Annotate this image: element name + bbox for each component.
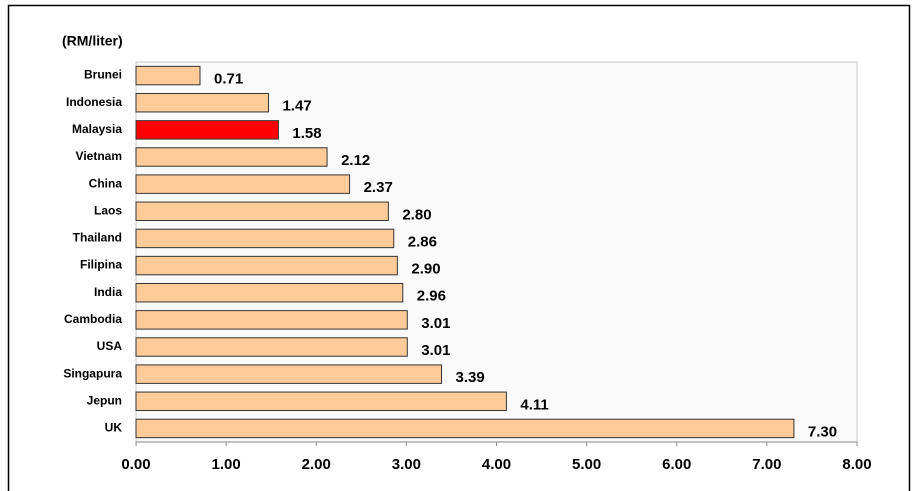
data-label: 4.11: [520, 396, 548, 413]
data-label: 2.37: [364, 179, 393, 196]
unit-label: (RM/liter): [62, 33, 123, 49]
bar: [135, 201, 389, 222]
y-tick-label: UK: [105, 421, 123, 435]
data-label: 2.80: [402, 206, 431, 223]
x-tick-label: 3.00: [392, 456, 421, 473]
bar: [135, 120, 279, 140]
x-tick-label: 8.00: [842, 456, 871, 473]
data-label: 2.90: [411, 261, 440, 278]
data-label: 0.71: [214, 71, 243, 88]
x-tick-label: 2.00: [302, 456, 331, 473]
bar: [135, 92, 269, 113]
data-label: 2.96: [417, 288, 446, 305]
y-tick-label: Vietnam: [76, 149, 122, 163]
bar: [135, 310, 408, 330]
data-label: 2.12: [341, 152, 370, 169]
x-tick-label: 4.00: [482, 456, 511, 473]
data-label: 3.01: [421, 315, 450, 332]
bar: [135, 282, 404, 303]
bar: [135, 391, 507, 412]
y-tick-label: Filipina: [80, 258, 122, 272]
y-tick-label: India: [94, 285, 122, 299]
bar: [135, 255, 398, 276]
x-tick-label: 7.00: [752, 456, 781, 473]
y-tick-label: Jepun: [87, 393, 122, 407]
bar: [135, 65, 201, 86]
data-label: 2.86: [408, 233, 437, 250]
data-label: 3.39: [456, 369, 485, 386]
x-tick-label: 6.00: [662, 456, 691, 473]
y-tick-label: USA: [97, 339, 123, 353]
y-tick-label: Thailand: [73, 231, 122, 245]
bar: [135, 147, 328, 167]
y-tick-label: Malaysia: [72, 122, 122, 136]
bar: [135, 228, 395, 249]
data-label: 1.47: [282, 98, 311, 115]
x-tick-label: 5.00: [572, 456, 601, 473]
bar: [135, 364, 443, 384]
x-tick-label: 1.00: [212, 456, 241, 473]
y-tick-label: Indonesia: [66, 95, 122, 109]
y-tick-label: Laos: [94, 203, 122, 217]
x-tick-label: 0.00: [121, 456, 150, 473]
y-tick-label: Singapura: [63, 366, 122, 380]
plot-area: [135, 61, 858, 443]
bar: [135, 337, 408, 357]
y-tick-label: Cambodia: [64, 312, 122, 326]
bar: [135, 174, 351, 194]
y-tick-label: China: [89, 176, 123, 190]
bar: [135, 418, 795, 439]
data-label: 1.58: [292, 125, 321, 142]
y-tick-label: Brunei: [84, 68, 122, 82]
data-label: 3.01: [421, 342, 450, 359]
data-label: 7.30: [808, 423, 837, 440]
